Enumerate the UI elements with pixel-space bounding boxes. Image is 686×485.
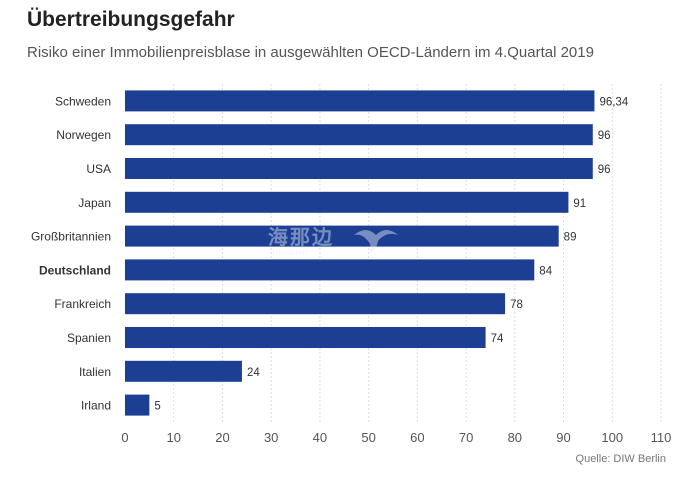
x-tick-label: 30: [264, 430, 278, 445]
bar: [125, 158, 593, 179]
x-tick-label: 90: [556, 430, 570, 445]
chart-title: Übertreibungsgefahr: [27, 8, 235, 31]
value-label: 84: [539, 265, 552, 277]
bar: [125, 327, 486, 348]
x-tick-label: 50: [361, 430, 375, 445]
category-label: Japan: [78, 196, 111, 210]
bar: [125, 191, 569, 213]
bar: [125, 124, 593, 146]
category-label: Großbritannien: [31, 230, 111, 244]
chart-source: Quelle: DIW Berlin: [575, 453, 666, 465]
x-tick-label: 0: [121, 430, 128, 445]
category-label: Frankreich: [54, 297, 111, 311]
category-label: Deutschland: [39, 263, 111, 277]
category-label: Irland: [81, 399, 111, 413]
value-label: 96,34: [599, 96, 628, 108]
x-tick-label: 110: [651, 430, 672, 445]
value-label: 89: [564, 232, 577, 244]
value-label: 78: [510, 299, 523, 311]
value-label: 96: [598, 130, 611, 142]
category-label: Norwegen: [56, 128, 111, 142]
value-label: 24: [247, 367, 260, 379]
bar: [125, 225, 559, 247]
value-label: 5: [154, 401, 160, 413]
x-tick-label: 60: [410, 430, 424, 445]
x-tick-label: 40: [313, 430, 327, 445]
bar: [125, 360, 242, 382]
category-label: Spanien: [67, 331, 111, 345]
category-label: USA: [86, 162, 111, 176]
bar: [125, 293, 506, 315]
bar: [125, 394, 150, 416]
x-tick-label: 10: [166, 430, 180, 445]
x-tick-label: 20: [215, 430, 229, 445]
category-label: Italien: [79, 365, 111, 379]
bar: [125, 90, 595, 112]
x-tick-label: 80: [508, 430, 522, 445]
bar: [125, 259, 535, 281]
value-label: 74: [491, 333, 504, 345]
category-label: Schweden: [55, 94, 111, 108]
x-tick-label: 100: [601, 430, 623, 445]
x-tick-label: 70: [459, 430, 473, 445]
value-label: 96: [598, 164, 611, 176]
value-label: 91: [573, 198, 586, 210]
chart-subtitle: Risiko einer Immobilienpreisblase in aus…: [27, 44, 594, 61]
